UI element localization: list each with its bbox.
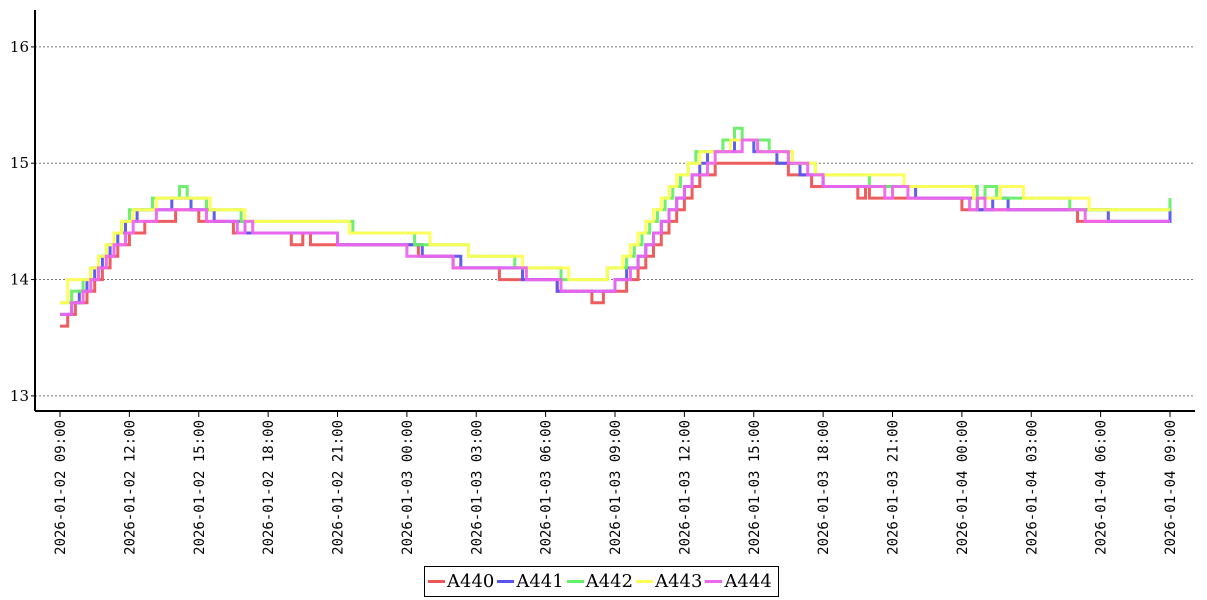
legend-label: A444	[724, 571, 772, 592]
series-lines	[60, 126, 1172, 328]
y-tick-label: 16	[10, 38, 29, 56]
x-tick-label: 2026-01-04 06:00	[1094, 420, 1110, 555]
y-tick-label: 15	[10, 154, 29, 172]
legend-label: A441	[516, 571, 564, 592]
legend-swatch	[497, 580, 515, 583]
x-tick-label: 2026-01-03 12:00	[677, 420, 693, 555]
x-tick-label: 2026-01-02 09:00	[53, 420, 69, 555]
legend-item-a444: A444	[705, 571, 772, 592]
x-tick-label: 2026-01-03 06:00	[539, 420, 555, 555]
x-tick-label: 2026-01-03 21:00	[886, 420, 902, 555]
legend-swatch	[428, 580, 445, 583]
x-tick-label: 2026-01-03 09:00	[608, 420, 624, 555]
legend-label: A442	[585, 571, 634, 592]
legend-item-a443: A443	[636, 571, 702, 592]
legend-item-a440: A440	[428, 571, 494, 592]
x-tick-label: 2026-01-03 15:00	[747, 420, 763, 555]
x-tick-label: 2026-01-02 12:00	[122, 420, 138, 555]
x-tick-label: 2026-01-03 03:00	[469, 420, 485, 555]
series-line-a442	[60, 126, 1172, 305]
y-tick-label: 14	[10, 271, 29, 289]
legend-swatch	[566, 580, 584, 583]
legend-label: A440	[447, 571, 495, 592]
x-tick-labels: 2026-01-02 09:00 2026-01-02 12:00 2026-01-…	[53, 411, 1179, 555]
x-tick-label: 2026-01-02 18:00	[261, 420, 277, 555]
series-line-a444	[60, 138, 1170, 316]
series-line-a443	[60, 138, 1170, 305]
x-tick-label: 2026-01-03 18:00	[816, 420, 832, 555]
legend: A440 A441 A442 A443 A444	[424, 566, 779, 597]
legend-swatch	[636, 580, 654, 583]
y-tick-labels: 13 14 15 16	[10, 38, 35, 405]
x-tick-label: 2026-01-02 15:00	[192, 420, 208, 555]
x-tick-label: 2026-01-02 21:00	[331, 420, 347, 555]
legend-item-a442: A442	[566, 571, 634, 592]
x-tick-label: 2026-01-04 03:00	[1024, 420, 1040, 555]
legend-item-a441: A441	[497, 571, 564, 592]
legend-swatch	[705, 580, 723, 583]
y-tick-label: 13	[10, 387, 29, 405]
x-tick-label: 2026-01-03 00:00	[400, 420, 416, 555]
x-tick-label: 2026-01-04 00:00	[955, 420, 971, 555]
x-tick-label: 2026-01-04 09:00	[1163, 420, 1179, 555]
legend-label: A443	[655, 571, 703, 592]
